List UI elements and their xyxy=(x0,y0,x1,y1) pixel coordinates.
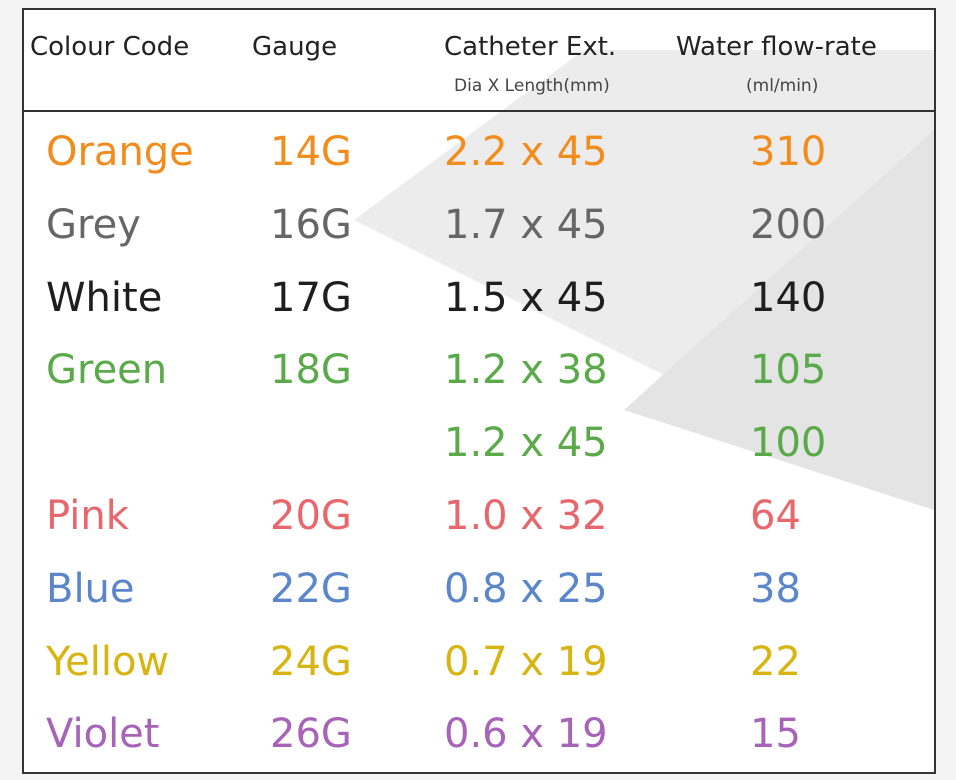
table-frame: Colour Code Gauge Catheter Ext. Water fl… xyxy=(22,8,936,774)
subheader-cell: Dia X Length(mm) xyxy=(454,76,610,96)
flow-rate-cell: 100 xyxy=(750,420,827,467)
flow-rate-cell: 200 xyxy=(750,201,827,248)
colour-cell: Blue xyxy=(46,565,135,612)
catheter-cell: 0.6 x 19 xyxy=(444,711,608,758)
colour-cell: Yellow xyxy=(46,638,170,685)
catheter-cell: 1.7 x 45 xyxy=(444,201,608,248)
flow-rate-cell: 38 xyxy=(750,565,801,612)
header-cell: Gauge xyxy=(252,32,338,62)
gauge-cell: 14G xyxy=(270,129,352,175)
flow-rate-cell: 22 xyxy=(750,638,801,685)
gauge-cell: 18G xyxy=(270,347,352,394)
colour-cell: Orange xyxy=(46,129,194,175)
colour-cell: Grey xyxy=(46,201,141,248)
gauge-cell: 24G xyxy=(270,638,352,685)
gauge-cell: 16G xyxy=(270,201,352,248)
colour-cell: Green xyxy=(46,347,168,394)
catheter-cell: 1.0 x 32 xyxy=(444,493,608,539)
header-cell: Colour Code xyxy=(30,32,190,62)
gauge-cell: 17G xyxy=(270,274,352,321)
catheter-cell: 1.2 x 45 xyxy=(444,420,608,467)
flow-rate-cell: 15 xyxy=(750,711,801,758)
gauge-cell: 22G xyxy=(270,565,352,612)
flow-rate-cell: 140 xyxy=(750,274,827,321)
subheader-cell: (ml/min) xyxy=(746,76,819,96)
colour-cell: White xyxy=(46,274,163,321)
header-cell: Catheter Ext. xyxy=(444,32,617,62)
header-rule xyxy=(24,110,934,112)
header-cell: Water flow-rate xyxy=(676,32,877,62)
catheter-cell: 2.2 x 45 xyxy=(444,129,608,175)
gauge-cell: 20G xyxy=(270,493,352,539)
catheter-cell: 0.8 x 25 xyxy=(444,565,608,612)
colour-cell: Violet xyxy=(46,711,160,758)
flow-rate-cell: 64 xyxy=(750,493,801,539)
flow-rate-cell: 105 xyxy=(750,347,827,394)
bg-shape xyxy=(624,130,934,510)
gauge-cell: 26G xyxy=(270,711,352,758)
catheter-cell: 1.5 x 45 xyxy=(444,274,608,321)
catheter-cell: 0.7 x 19 xyxy=(444,638,608,685)
colour-cell: Pink xyxy=(46,493,129,539)
background-shapes xyxy=(354,50,934,510)
catheter-cell: 1.2 x 38 xyxy=(444,347,608,394)
flow-rate-cell: 310 xyxy=(750,129,827,175)
